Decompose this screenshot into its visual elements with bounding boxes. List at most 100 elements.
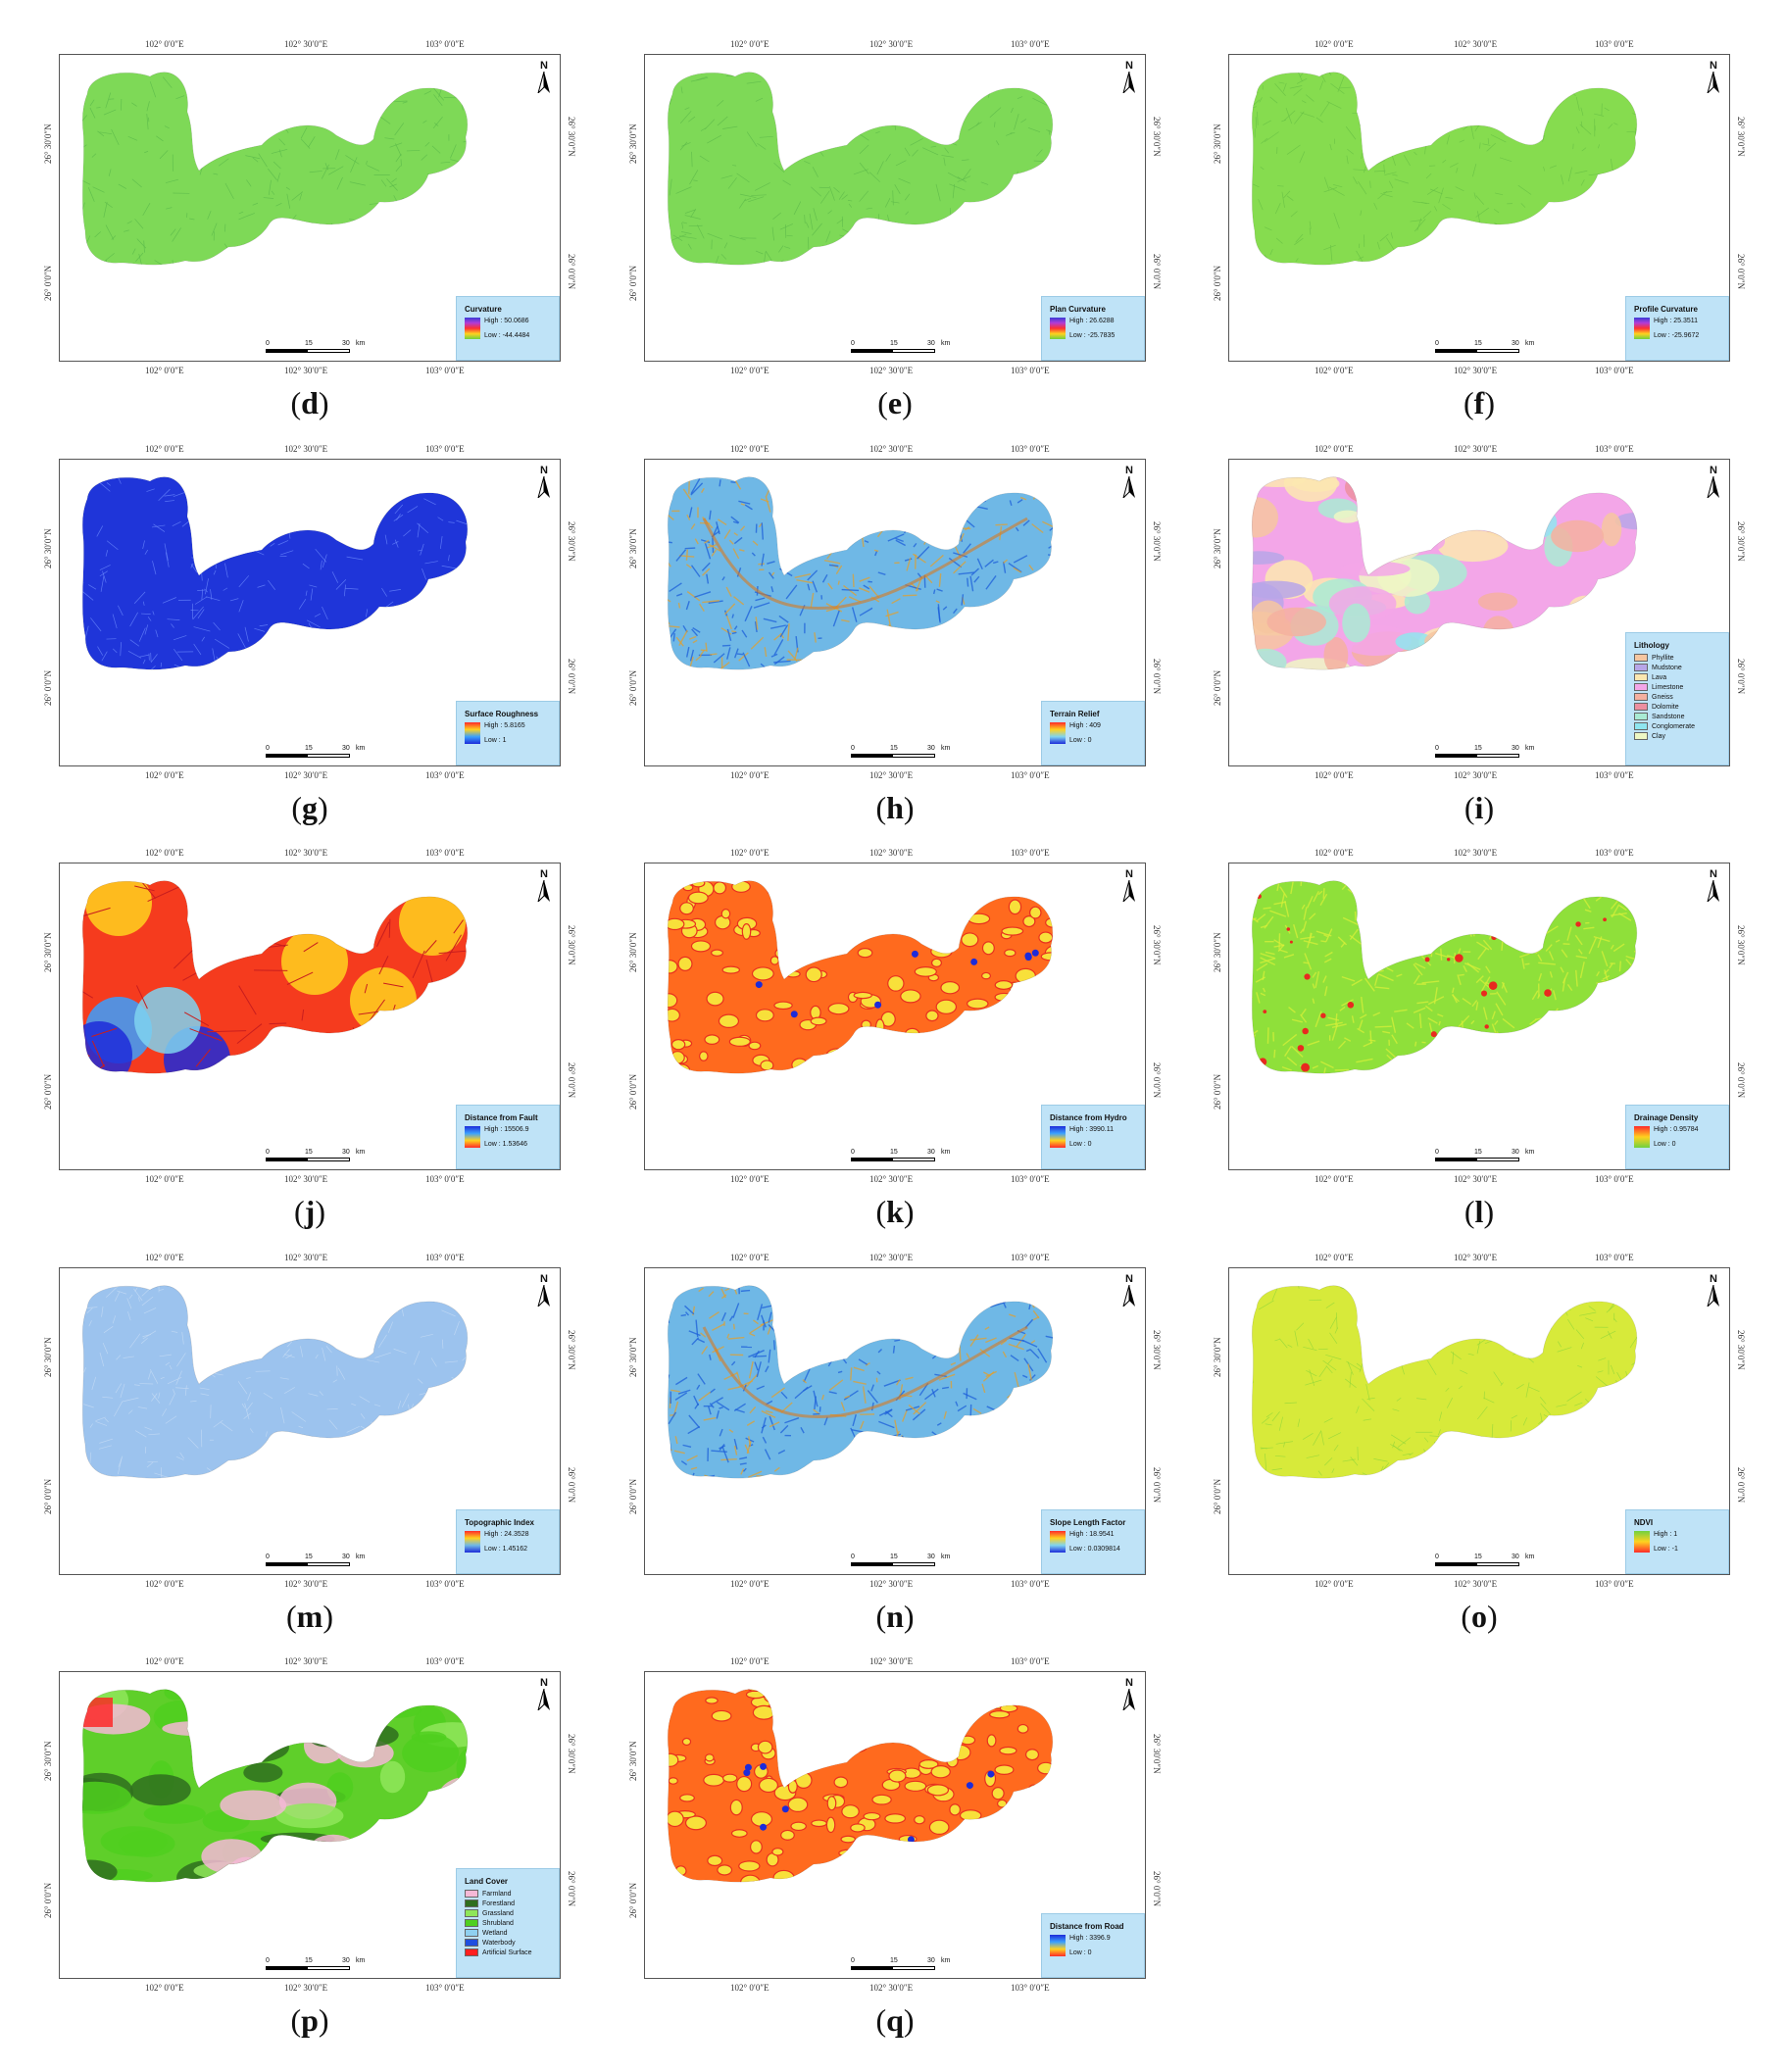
longitude-label: 102° 0′0″E bbox=[1315, 1253, 1354, 1262]
legend-title: Distance from Hydro bbox=[1050, 1113, 1127, 1122]
legend-swatch bbox=[1634, 664, 1648, 671]
scale-tick-label: 30 bbox=[342, 340, 350, 347]
longitude-label: 102° 30′0″E bbox=[869, 444, 914, 454]
legend-high-value: High : 3396.9 bbox=[1069, 1935, 1111, 1942]
longitude-label: 103° 0′0″E bbox=[1011, 848, 1050, 858]
map-legend: Distance from Hydro High : 3990.11 Low : 0 bbox=[1041, 1105, 1145, 1169]
map-frame: N Distance from Fault High : 15506.9 Low : … bbox=[59, 863, 561, 1170]
north-label: N bbox=[540, 868, 548, 880]
longitude-label: 103° 0′0″E bbox=[1595, 1579, 1634, 1589]
scale-tick-label: 0 bbox=[1435, 745, 1439, 752]
latitude-label: 26° 0′0″N bbox=[567, 659, 576, 695]
longitude-label: 102° 30′0″E bbox=[1454, 1579, 1498, 1589]
scale-unit: km bbox=[1525, 340, 1535, 347]
legend-swatch bbox=[1634, 713, 1648, 720]
map-panel-e: N Plan Curvature High : 26.6288 Low : -25.7… bbox=[628, 39, 1162, 375]
map-raster bbox=[82, 476, 468, 670]
latitude-label: 26° 0′0″N bbox=[628, 1882, 638, 1918]
panel-caption-k: (k) bbox=[875, 1194, 915, 1229]
map-svg bbox=[81, 72, 469, 266]
color-ramp bbox=[1050, 318, 1066, 339]
scale-tick-label: 15 bbox=[1474, 745, 1482, 752]
legend-title: Land Cover bbox=[465, 1877, 509, 1886]
scale-bar: 0 15 30 km bbox=[1435, 1149, 1534, 1161]
north-label: N bbox=[1125, 868, 1133, 880]
longitude-label: 102° 30′0″E bbox=[284, 770, 328, 780]
legend-swatch bbox=[1634, 703, 1648, 711]
scale-bar: 0 15 30 km bbox=[266, 340, 365, 353]
longitude-label: 102° 30′0″E bbox=[284, 1253, 328, 1262]
longitude-label: 102° 0′0″E bbox=[145, 39, 184, 49]
panel-letter: e bbox=[887, 385, 903, 420]
longitude-label: 103° 0′0″E bbox=[1595, 1253, 1634, 1262]
map-raster bbox=[1252, 476, 1637, 670]
longitude-label: 103° 0′0″E bbox=[1595, 366, 1634, 375]
scale-bar: 0 15 30 km bbox=[266, 1149, 365, 1161]
latitude-label: 26° 0′0″N bbox=[628, 265, 638, 301]
longitude-label: 102° 0′0″E bbox=[145, 1174, 184, 1184]
panel-caption-g: (g) bbox=[291, 790, 328, 825]
panel-letter: j bbox=[304, 1194, 316, 1229]
map-legend: Slope Length Factor High : 18.9541 Low : 0… bbox=[1041, 1509, 1145, 1574]
map-frame: N Drainage Density High : 0.95784 Low : 0 0 1… bbox=[1228, 863, 1730, 1170]
map-frame: N Profile Curvature High : 25.3511 Low : -2… bbox=[1228, 54, 1730, 362]
color-ramp bbox=[1050, 1531, 1066, 1553]
scale-bar: 0 15 30 km bbox=[1435, 340, 1534, 353]
legend-swatch bbox=[1634, 732, 1648, 740]
scale-unit: km bbox=[1525, 1554, 1535, 1560]
scale-tick-label: 0 bbox=[266, 340, 270, 347]
longitude-label: 103° 0′0″E bbox=[1595, 39, 1634, 49]
longitude-label: 102° 0′0″E bbox=[1315, 39, 1354, 49]
legend-class-label: Limestone bbox=[1652, 683, 1684, 691]
panel-caption-d: (d) bbox=[290, 385, 329, 420]
legend-low-value: Low : 1 bbox=[484, 737, 507, 744]
map-svg bbox=[81, 1285, 469, 1479]
scale-tick-label: 15 bbox=[1474, 1149, 1482, 1156]
panel-letter: i bbox=[1474, 790, 1484, 825]
scale-tick-label: 30 bbox=[342, 745, 350, 752]
scale-tick-label: 30 bbox=[927, 1554, 935, 1560]
panel-caption-l: (l) bbox=[1464, 1194, 1495, 1229]
panel-letter: n bbox=[886, 1599, 904, 1634]
north-arrow-icon: N bbox=[1121, 1677, 1137, 1712]
longitude-label: 102° 30′0″E bbox=[869, 1656, 914, 1666]
longitude-label: 103° 0′0″E bbox=[1011, 1253, 1050, 1262]
panel-letter: q bbox=[886, 2002, 904, 2038]
panel-caption-i: (i) bbox=[1464, 790, 1495, 825]
longitude-label: 102° 0′0″E bbox=[730, 1253, 769, 1262]
latitude-label: 26° 0′0″N bbox=[1213, 265, 1222, 301]
panel-letter: d bbox=[301, 385, 319, 420]
longitude-label: 103° 0′0″E bbox=[1011, 1579, 1050, 1589]
map-panel-j: N Distance from Fault High : 15506.9 Low : … bbox=[43, 848, 576, 1184]
north-label: N bbox=[1125, 1677, 1133, 1689]
scale-tick-label: 30 bbox=[1512, 1149, 1519, 1156]
map-legend: Plan Curvature High : 26.6288 Low : -25.78… bbox=[1041, 296, 1145, 361]
scale-unit: km bbox=[356, 340, 366, 347]
scale-tick-label: 0 bbox=[1435, 1149, 1439, 1156]
map-frame: N Land Cover Farmland Forestland Grassland Sh… bbox=[59, 1671, 561, 1979]
scale-tick-label: 15 bbox=[890, 340, 898, 347]
longitude-label: 102° 0′0″E bbox=[1315, 1174, 1354, 1184]
latitude-label: 26° 30′0″N bbox=[628, 123, 638, 164]
legend-title: Curvature bbox=[465, 305, 502, 314]
map-legend: Drainage Density High : 0.95784 Low : 0 bbox=[1625, 1105, 1729, 1169]
scale-tick-label: 0 bbox=[851, 1554, 855, 1560]
longitude-label: 102° 0′0″E bbox=[1315, 848, 1354, 858]
legend-class-label: Waterbody bbox=[482, 1939, 516, 1947]
latitude-label: 26° 0′0″N bbox=[628, 669, 638, 706]
longitude-label: 102° 0′0″E bbox=[730, 39, 769, 49]
scale-tick-label: 15 bbox=[1474, 1554, 1482, 1560]
longitude-label: 102° 0′0″E bbox=[145, 1253, 184, 1262]
map-svg bbox=[81, 880, 469, 1074]
panel-caption-f: (f) bbox=[1464, 385, 1495, 420]
longitude-label: 102° 30′0″E bbox=[1454, 366, 1498, 375]
map-frame: N Distance from Road High : 3396.9 Low : 0 0… bbox=[644, 1671, 1146, 1979]
map-raster bbox=[82, 880, 468, 1074]
longitude-label: 103° 0′0″E bbox=[1011, 1983, 1050, 1993]
longitude-label: 103° 0′0″E bbox=[1595, 770, 1634, 780]
scale-tick-label: 0 bbox=[266, 1554, 270, 1560]
scale-tick-label: 0 bbox=[266, 1149, 270, 1156]
legend-swatch bbox=[1634, 673, 1648, 681]
color-ramp bbox=[1634, 1531, 1650, 1553]
map-raster bbox=[82, 1689, 468, 1883]
